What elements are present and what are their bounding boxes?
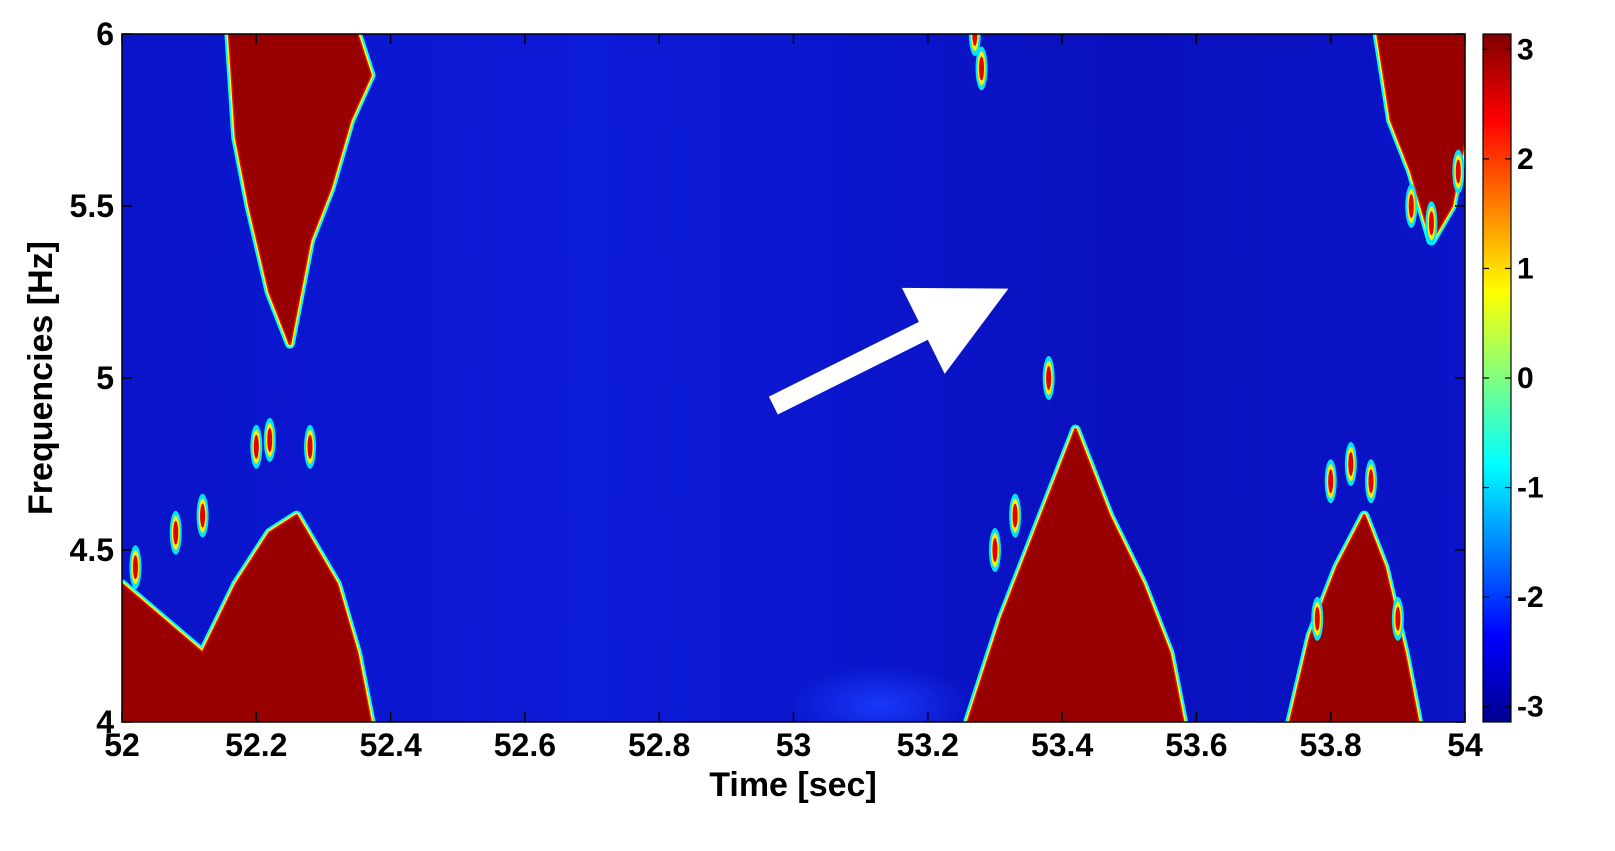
speckle-3 [196, 493, 209, 538]
x-tick-label: 52.8 [628, 727, 690, 763]
colorbar: -3 -2 -1 0 1 2 3 [1482, 33, 1544, 724]
speckle-16 [1405, 184, 1418, 228]
speckle-6 [968, 34, 981, 56]
y-tick-label: 4.5 [70, 532, 114, 568]
y-tick-label: 4 [96, 704, 114, 740]
annotation-arrow [768, 287, 1009, 415]
speckle-13 [1364, 459, 1377, 504]
speckle-8 [1042, 356, 1055, 400]
low-phase-glow [790, 665, 970, 722]
colorbar-tick-label: 3 [1517, 33, 1534, 66]
high-phase-region-1 [122, 515, 371, 722]
colorbar-tick-label: 0 [1517, 362, 1534, 395]
speckle-10 [1009, 493, 1022, 538]
colorbar-tick-label: -3 [1517, 691, 1544, 724]
speckle-15 [1391, 596, 1404, 641]
colorbar-tick-label: -2 [1517, 581, 1544, 614]
speckle-1 [263, 417, 276, 462]
speckle-9 [988, 528, 1001, 572]
colorbar-tick-label: 2 [1517, 143, 1534, 176]
speckle-11 [1324, 459, 1337, 504]
high-phase-region-2 [968, 429, 1183, 722]
x-tick-label: 53.2 [897, 727, 959, 763]
colorbar-tick-label: 1 [1517, 252, 1534, 285]
x-tick-label: 52.6 [494, 727, 556, 763]
speckle-5 [129, 545, 142, 590]
speckle-17 [1425, 201, 1438, 246]
y-axis-ticks: 4 4.5 5 5.5 6 [70, 16, 1465, 740]
plot-area: 52 52.2 52.4 52.6 52.8 53 53.2 53.4 53.6 53.8 54 4… [70, 16, 1483, 763]
colorbar-ticks: -3 -2 -1 0 1 2 3 [1483, 33, 1544, 724]
x-tick-label: 53.4 [1031, 727, 1093, 763]
x-axis-label: Time [sec] [709, 766, 877, 804]
y-axis-label: Frequencies [Hz] [22, 241, 60, 515]
colorbar-tick-label: -1 [1517, 472, 1544, 505]
x-axis-ticks: 52 52.2 52.4 52.6 52.8 53 53.2 53.4 53.6 53.8 54 [104, 34, 1483, 763]
speckle-4 [169, 510, 182, 555]
y-tick-label: 5 [96, 360, 114, 396]
x-tick-label: 52.2 [225, 727, 287, 763]
x-tick-label: 53 [776, 727, 812, 763]
arrow-shape [768, 287, 1009, 415]
high-phase-region-4 [1377, 34, 1465, 241]
y-tick-label: 5.5 [70, 188, 114, 224]
speckle-18 [1452, 149, 1465, 194]
speckle-7 [975, 46, 988, 91]
y-tick-label: 6 [96, 16, 114, 52]
x-tick-label: 53.8 [1300, 727, 1362, 763]
high-phase-region-0 [229, 34, 371, 344]
x-tick-label: 54 [1447, 727, 1483, 763]
speckle-14 [1311, 596, 1324, 641]
speckle-marks [129, 34, 1465, 641]
x-tick-label: 52 [104, 727, 140, 763]
x-tick-label: 53.6 [1165, 727, 1227, 763]
high-phase-regions [122, 34, 1465, 722]
high-phase-region-3 [1290, 515, 1418, 722]
speckle-2 [304, 424, 317, 469]
speckle-0 [250, 424, 263, 469]
x-tick-label: 52.4 [359, 727, 421, 763]
speckle-12 [1344, 442, 1357, 486]
